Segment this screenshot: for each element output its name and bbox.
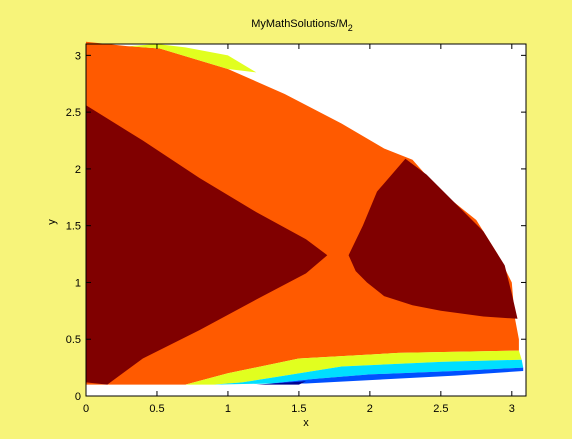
y-tick-label: 2 xyxy=(75,164,81,176)
y-axis-label: y xyxy=(46,219,58,225)
x-tick-label: 1 xyxy=(225,403,231,415)
chart-title-subscript: 2 xyxy=(348,23,353,33)
x-tick-label: 3 xyxy=(509,403,515,415)
y-tick-label: 0.5 xyxy=(66,334,81,346)
x-tick-label: 1.5 xyxy=(291,403,306,415)
y-tick-label: 1.5 xyxy=(66,221,81,233)
x-tick-label: 0 xyxy=(83,403,89,415)
x-axis-label: x xyxy=(303,417,309,429)
x-tick-label: 2.5 xyxy=(433,403,448,415)
chart-title-main: MyMathSolutions/M xyxy=(251,18,348,30)
chart-title: MyMathSolutions/M2 xyxy=(251,18,353,33)
y-tick-label: 1 xyxy=(75,277,81,289)
y-tick-label: 2.5 xyxy=(66,107,81,119)
y-tick-label: 0 xyxy=(75,391,81,403)
y-tick-label: 3 xyxy=(75,50,81,62)
x-tick-label: 2 xyxy=(367,403,373,415)
x-tick-label: 0.5 xyxy=(149,403,164,415)
